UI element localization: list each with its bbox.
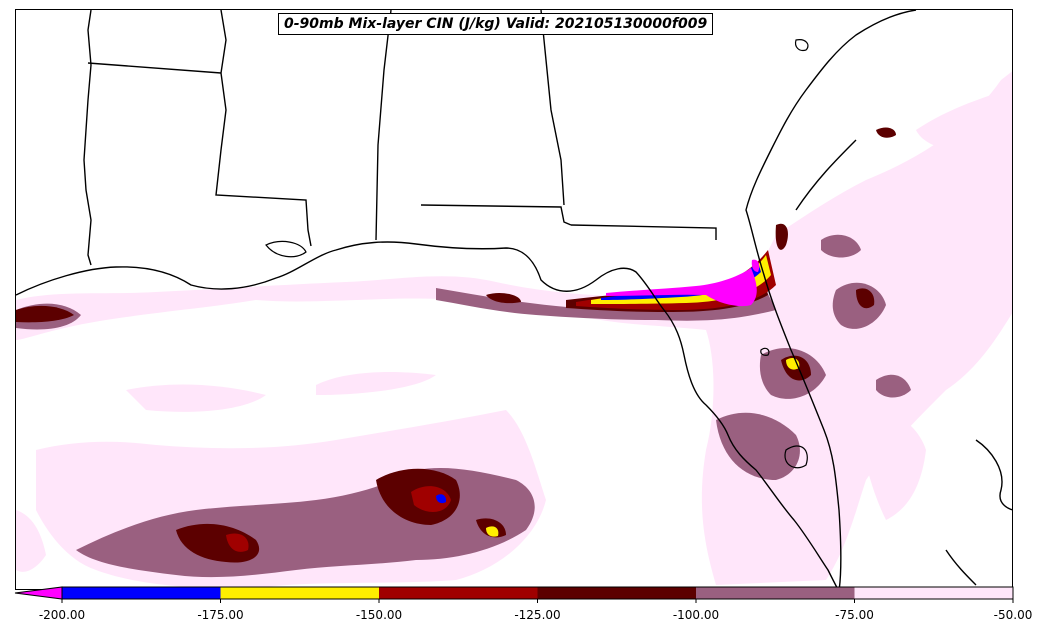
colorbar-segment (696, 587, 855, 599)
colorbar-segment (220, 587, 379, 599)
colorbar-tick-label: -125.00 (514, 608, 561, 622)
colorbar-tick-label: -175.00 (197, 608, 244, 622)
colorbar-segment (854, 587, 1013, 599)
colorbar-tick-label: -200.00 (38, 608, 86, 622)
colorbar-tick-label: -150.00 (355, 608, 403, 622)
colorbar-tick-label: -100.00 (672, 608, 720, 622)
map-title: 0-90mb Mix-layer CIN (J/kg) Valid: 20210… (278, 13, 714, 35)
lake-outlines (265, 39, 809, 469)
colorbar-extend-min (14, 586, 63, 600)
colorbar-segment (379, 587, 538, 599)
colorbar-tick-label: -75.00 (835, 608, 874, 622)
cin-field-magenta (606, 259, 760, 307)
coastline-lines (16, 10, 1012, 589)
colorbar-segment (62, 587, 221, 599)
cin-map (16, 10, 1012, 589)
colorbar-segment (537, 587, 696, 599)
map-panel (15, 9, 1013, 590)
colorbar-tick-label: -50.00 (993, 608, 1033, 622)
